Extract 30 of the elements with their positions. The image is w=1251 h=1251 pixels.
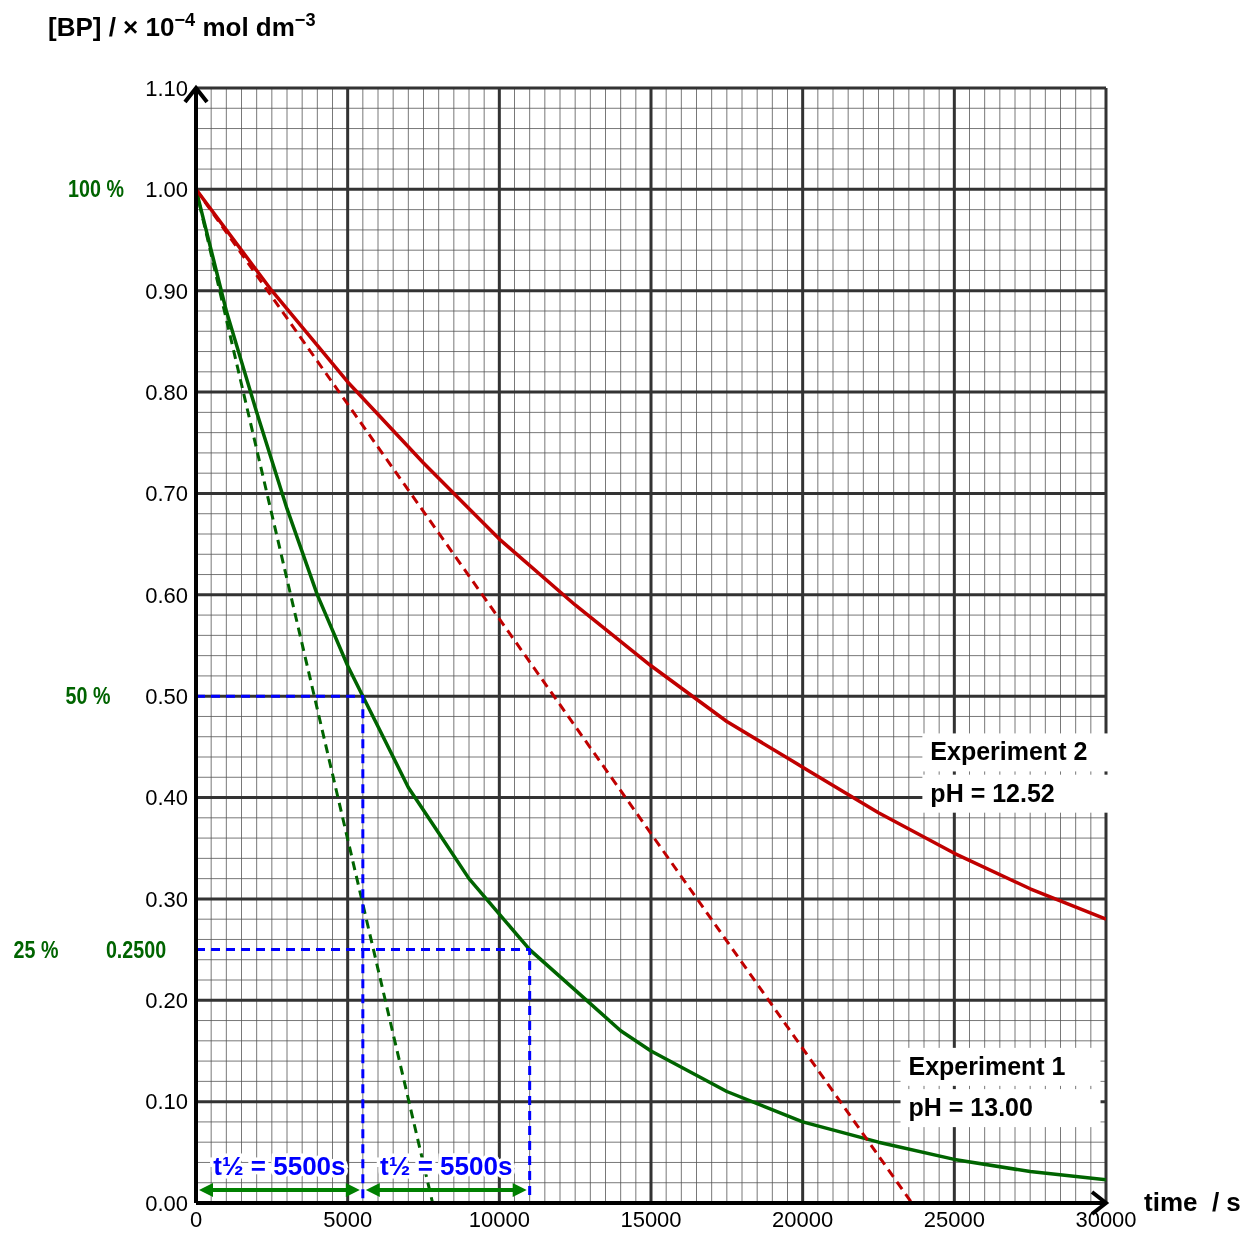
y-tick-label: 0.90 [145,278,188,304]
x-tick-label: 5000 [323,1206,373,1232]
x-tick-label: 0 [189,1206,203,1232]
y-tick-label: 1.00 [145,177,188,203]
annotation: pH = 12.52 [930,778,1055,807]
x-tick-label: 10000 [468,1206,530,1232]
x-axis-title: time / s [1144,1187,1241,1217]
text: 0.2500 [105,935,167,964]
annotation: Experiment 1 [908,1051,1066,1080]
y-tick-label: 0.60 [145,582,188,608]
y-tick-label: 0.10 [145,1089,188,1115]
y-tick-label: 1.10 [145,75,188,101]
x-tick-label: 30000 [1075,1206,1137,1232]
y-tick-label: 0.80 [145,379,188,405]
annotation: t½ = 5500s [213,1151,346,1182]
y-tick-label: 0.30 [145,886,188,912]
x-tick-label: 15000 [620,1206,682,1232]
annotation: pH = 13.00 [908,1093,1033,1122]
y-tick-label: 0.50 [145,683,188,709]
text: 50 % [65,682,111,710]
y-tick-label: 0.70 [145,481,188,507]
y-tick-label: 0.40 [145,785,188,811]
y-tick-label: 0.20 [145,988,188,1014]
annotation: Experiment 2 [930,737,1088,766]
x-tick-label: 25000 [923,1206,985,1232]
y-axis-title: [BP] / × 10$^{−4}$ mol dm$^{−3}$ [48,10,316,42]
text: 25 % [13,935,59,964]
y-tick-label: 0.00 [145,1190,188,1216]
text: 100 % [68,175,124,203]
x-tick-label: 20000 [772,1206,834,1232]
